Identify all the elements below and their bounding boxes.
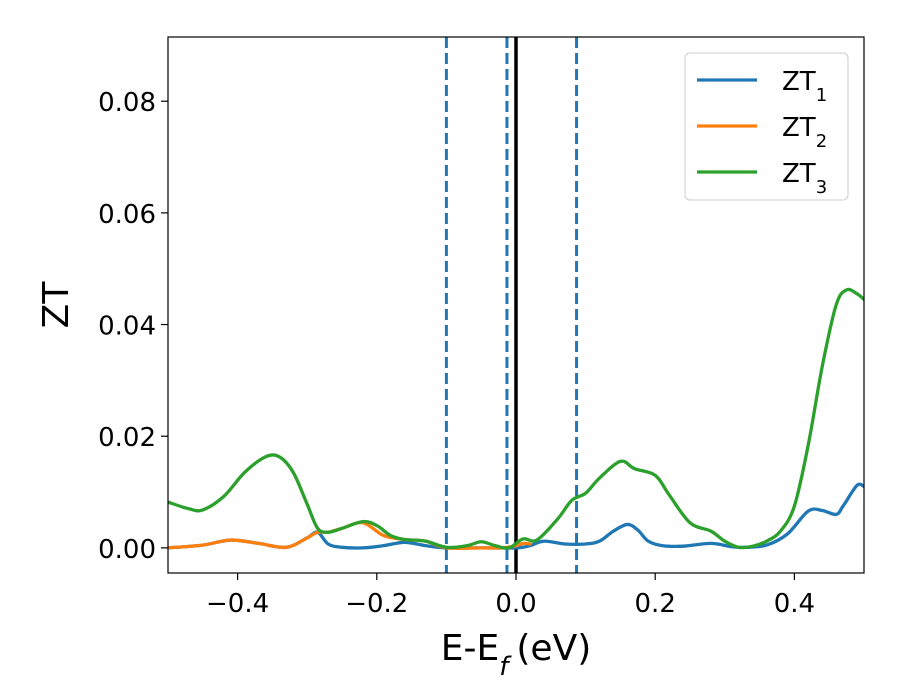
series-layer xyxy=(168,287,864,551)
y-tick-label: 0.00 xyxy=(98,535,156,565)
x-tick-label: −0.2 xyxy=(345,589,408,619)
y-axis-title: ZT xyxy=(36,281,77,329)
x-tick-label: 0.4 xyxy=(774,589,815,619)
x-tick-label: −0.4 xyxy=(206,589,269,619)
x-axis: −0.4 −0.2 0.0 0.2 0.4 xyxy=(206,573,815,619)
y-tick-label: 0.06 xyxy=(98,200,156,230)
legend-label-zt1: ZT1 xyxy=(782,67,827,106)
y-axis: 0.00 0.02 0.04 0.06 0.08 xyxy=(98,88,168,565)
series-line-zt3 xyxy=(168,287,864,550)
legend-label-zt2: ZT2 xyxy=(782,113,827,152)
x-tick-label: 0.0 xyxy=(495,589,536,619)
x-axis-title: E-Ef (eV) xyxy=(441,628,592,682)
legend-box xyxy=(684,52,849,201)
y-tick-label: 0.08 xyxy=(98,88,156,118)
x-tick-label: 0.2 xyxy=(635,589,676,619)
y-tick-label: 0.04 xyxy=(98,312,156,342)
y-tick-label: 0.02 xyxy=(98,423,156,453)
legend-label-zt3: ZT3 xyxy=(782,159,827,198)
reference-lines xyxy=(444,37,579,573)
legend: ZT1 ZT2 ZT3 xyxy=(684,52,849,201)
